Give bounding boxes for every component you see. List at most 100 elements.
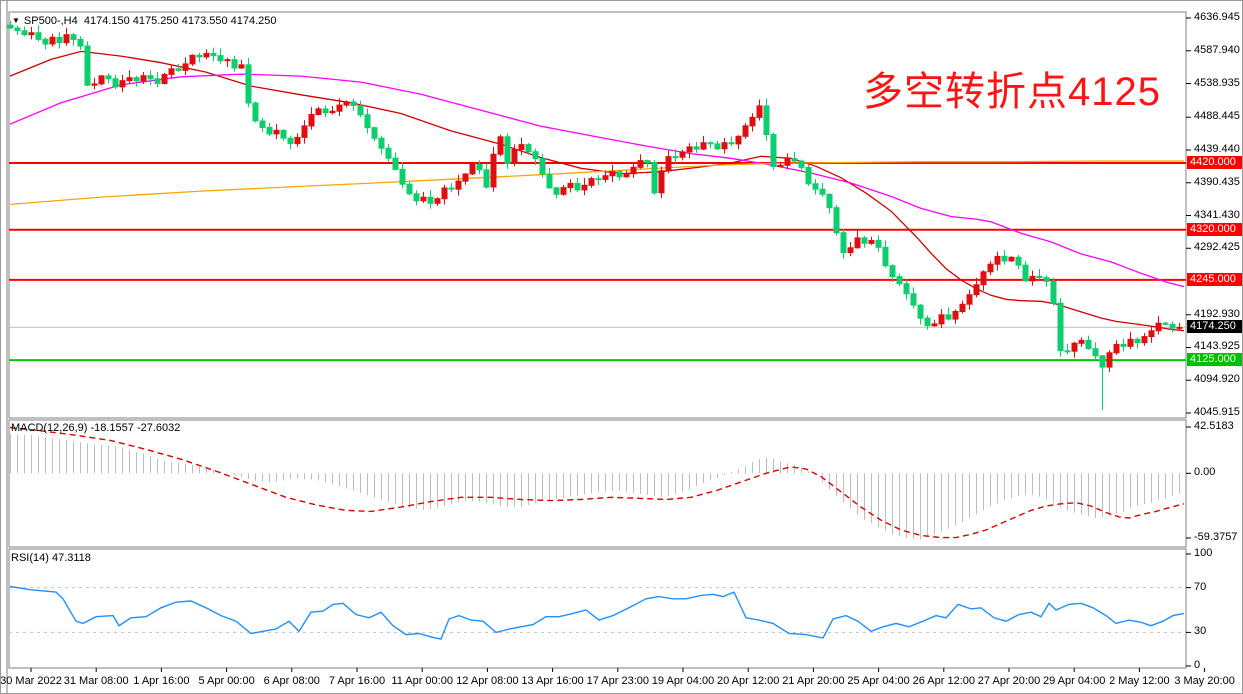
candle bbox=[791, 151, 798, 163]
candle-body bbox=[1106, 352, 1113, 368]
candle-body bbox=[1162, 322, 1169, 325]
candle bbox=[168, 65, 175, 79]
candle-body bbox=[266, 127, 273, 135]
candle-body bbox=[770, 134, 777, 167]
candle bbox=[511, 144, 518, 167]
candle-body bbox=[238, 64, 245, 69]
candle-body bbox=[7, 24, 14, 29]
candle-body bbox=[1001, 255, 1008, 262]
candle bbox=[686, 143, 693, 159]
candle bbox=[1008, 256, 1015, 262]
candle-body bbox=[252, 102, 259, 122]
candle bbox=[497, 134, 504, 157]
candle-body bbox=[826, 193, 833, 209]
candle-body bbox=[35, 32, 42, 40]
candle-body bbox=[546, 173, 553, 189]
candle bbox=[945, 307, 952, 321]
candle-body bbox=[196, 54, 203, 58]
candle-body bbox=[371, 127, 378, 139]
candle bbox=[1057, 297, 1064, 357]
candle bbox=[420, 191, 427, 203]
candle-body bbox=[805, 166, 812, 185]
candle bbox=[609, 164, 616, 182]
candle-body bbox=[301, 125, 308, 138]
candle bbox=[196, 52, 203, 63]
candle bbox=[119, 74, 126, 93]
candle-body bbox=[784, 158, 791, 166]
candle bbox=[896, 273, 903, 287]
candle-body bbox=[959, 303, 966, 312]
candle bbox=[952, 309, 959, 324]
candle-body bbox=[259, 120, 266, 128]
candle-body bbox=[644, 160, 651, 164]
candle bbox=[602, 170, 609, 183]
candle bbox=[861, 235, 868, 248]
candle-body bbox=[588, 178, 595, 186]
candle-body bbox=[1071, 342, 1078, 352]
candle-body bbox=[581, 184, 588, 191]
candle-body bbox=[476, 163, 483, 171]
candle-body bbox=[336, 104, 343, 112]
candle-body bbox=[448, 187, 455, 190]
candle bbox=[1015, 254, 1022, 270]
candle bbox=[910, 287, 917, 309]
candle-body bbox=[658, 170, 665, 194]
candle bbox=[728, 136, 735, 146]
candle-body bbox=[854, 237, 861, 249]
candle-body bbox=[987, 263, 994, 273]
candle bbox=[1162, 321, 1169, 326]
candle-body bbox=[49, 36, 56, 45]
candle bbox=[350, 98, 357, 111]
candle-body bbox=[42, 38, 49, 45]
candle bbox=[637, 154, 644, 169]
candle-body bbox=[217, 55, 224, 62]
candle-body bbox=[511, 148, 518, 164]
candle-body bbox=[924, 317, 931, 327]
candle bbox=[1134, 337, 1141, 349]
candle bbox=[147, 70, 154, 86]
candle-body bbox=[763, 105, 770, 136]
candle bbox=[1029, 270, 1036, 286]
candle-body bbox=[1099, 355, 1106, 368]
candle bbox=[546, 167, 553, 189]
candle bbox=[175, 64, 182, 72]
candle bbox=[448, 183, 455, 193]
candle bbox=[287, 135, 294, 150]
macd-histogram bbox=[10, 434, 1180, 540]
candle bbox=[616, 170, 623, 181]
candle bbox=[840, 228, 847, 259]
candle bbox=[105, 73, 112, 84]
candle-body bbox=[735, 135, 742, 145]
candle-body bbox=[672, 156, 679, 159]
candle-body bbox=[119, 80, 126, 88]
candle-body bbox=[399, 168, 406, 185]
candle bbox=[539, 153, 546, 178]
candle bbox=[742, 123, 749, 139]
candle bbox=[560, 185, 567, 196]
candle-body bbox=[133, 77, 140, 82]
candle bbox=[679, 149, 686, 161]
candle-body bbox=[1148, 330, 1155, 337]
candle bbox=[651, 159, 658, 195]
macd-signal-line bbox=[9, 426, 1185, 539]
candle bbox=[357, 100, 364, 118]
candle bbox=[203, 49, 210, 60]
candle-body bbox=[490, 153, 497, 188]
candle-body bbox=[497, 136, 504, 155]
candle-body bbox=[210, 52, 217, 57]
candle bbox=[161, 72, 168, 85]
candle bbox=[98, 74, 105, 86]
candle-body bbox=[980, 271, 987, 286]
candle-body bbox=[518, 144, 525, 151]
candle-body bbox=[679, 151, 686, 158]
candle bbox=[322, 105, 329, 117]
candle bbox=[371, 126, 378, 142]
candle bbox=[854, 230, 861, 249]
candle-body bbox=[28, 32, 35, 36]
candle-body bbox=[623, 173, 630, 178]
candle-body bbox=[945, 314, 952, 320]
candle-body bbox=[1176, 326, 1183, 329]
candle bbox=[826, 193, 833, 214]
candle bbox=[280, 129, 287, 141]
